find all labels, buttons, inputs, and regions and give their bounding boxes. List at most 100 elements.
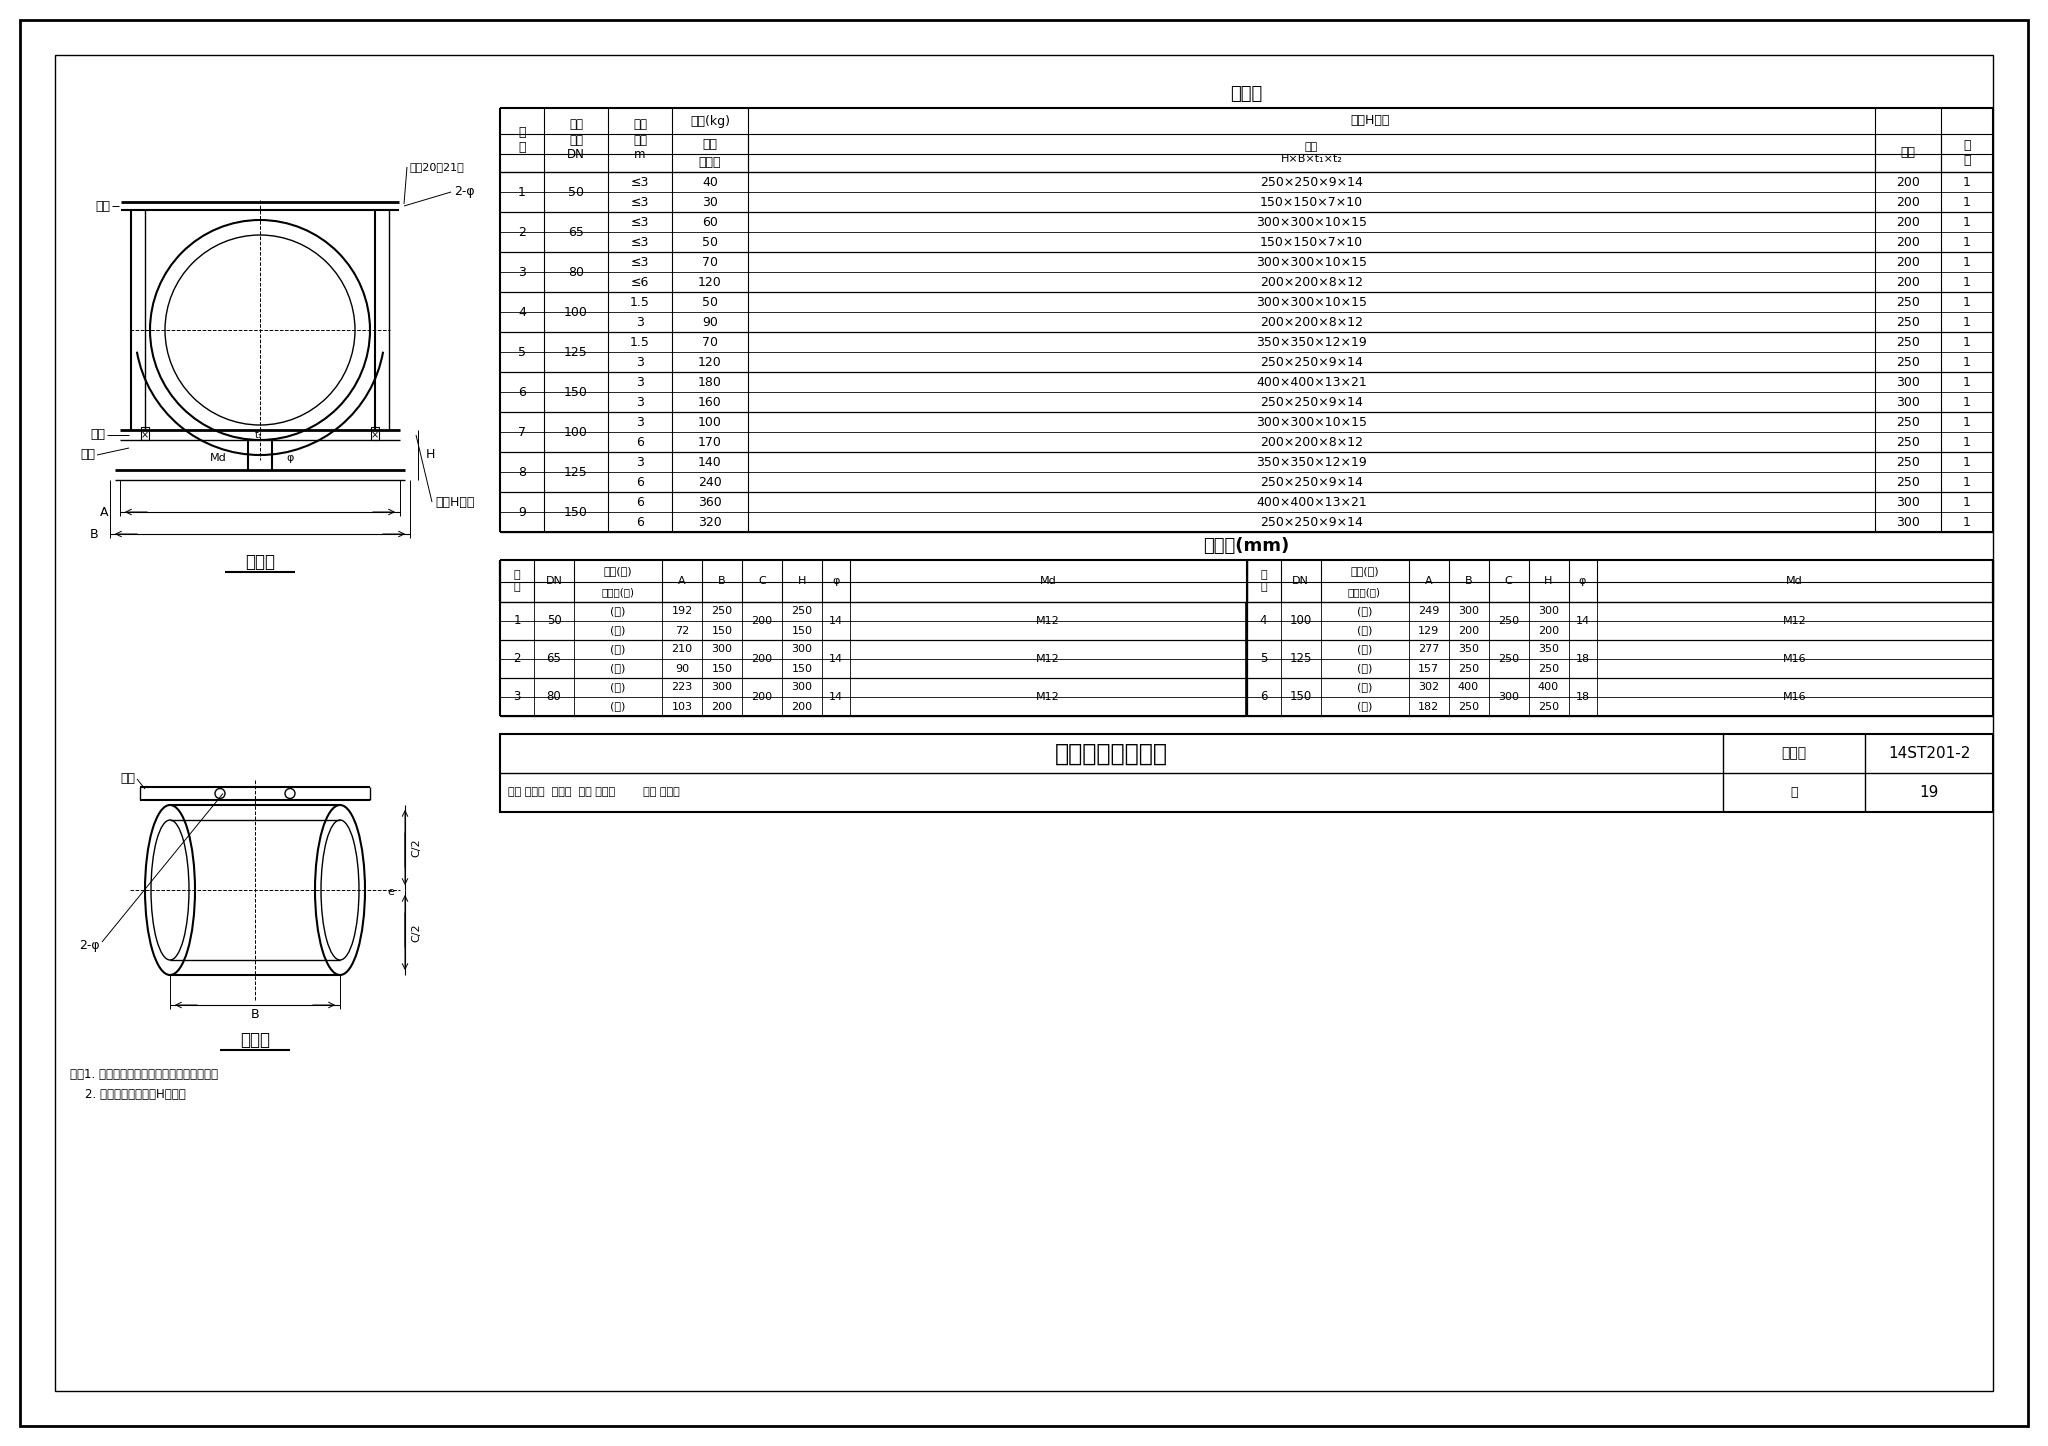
Text: 3: 3 (514, 691, 520, 704)
Text: 200×200×8×12: 200×200×8×12 (1260, 315, 1364, 328)
Text: 300×300×10×15: 300×300×10×15 (1255, 215, 1366, 228)
Text: C: C (1505, 576, 1511, 586)
Text: 250: 250 (1896, 356, 1919, 369)
Text: 3: 3 (518, 266, 526, 279)
Text: 70: 70 (702, 335, 719, 348)
Text: 5: 5 (518, 346, 526, 359)
Text: 页: 页 (1790, 787, 1798, 800)
Text: 300: 300 (1896, 496, 1919, 509)
Text: 300: 300 (1538, 606, 1559, 616)
Text: (二): (二) (610, 626, 627, 635)
Text: M12: M12 (1782, 616, 1806, 626)
Text: 螺母: 螺母 (80, 448, 94, 461)
Text: 200: 200 (1896, 195, 1919, 208)
Text: 250: 250 (1497, 654, 1520, 664)
Text: 200: 200 (752, 654, 772, 664)
Text: 图集号: 图集号 (1782, 746, 1806, 761)
Text: C/2: C/2 (412, 923, 422, 941)
Text: 1: 1 (1964, 516, 1970, 528)
Text: 50: 50 (702, 236, 719, 249)
Text: M16: M16 (1782, 693, 1806, 701)
Text: 302: 302 (1417, 683, 1440, 693)
Text: 400: 400 (1538, 683, 1559, 693)
Text: 300×300×10×15: 300×300×10×15 (1255, 256, 1366, 269)
Text: 1: 1 (1964, 415, 1970, 428)
Text: 管重(kg): 管重(kg) (690, 114, 729, 127)
Text: 规格
H×B×t₁×t₂: 规格 H×B×t₁×t₂ (1280, 142, 1341, 163)
Text: 200: 200 (711, 701, 733, 711)
Text: (二): (二) (610, 664, 627, 674)
Text: 250×250×9×14: 250×250×9×14 (1260, 476, 1362, 489)
Text: φ: φ (1579, 576, 1587, 586)
Text: 180: 180 (698, 376, 723, 389)
Text: 200: 200 (1896, 175, 1919, 188)
Text: 1: 1 (1964, 295, 1970, 308)
Text: 14: 14 (1575, 616, 1589, 626)
Text: 300: 300 (711, 683, 733, 693)
Text: 200: 200 (1538, 626, 1559, 635)
Text: 1: 1 (518, 185, 526, 198)
Text: 250: 250 (1896, 295, 1919, 308)
Text: M16: M16 (1782, 654, 1806, 664)
Text: 9: 9 (518, 506, 526, 519)
Text: H: H (799, 576, 807, 586)
Text: ≤3: ≤3 (631, 236, 649, 249)
Text: 350: 350 (1538, 645, 1559, 655)
Text: 见第20、21页: 见第20、21页 (410, 162, 463, 172)
Text: 125: 125 (563, 466, 588, 479)
Text: 300: 300 (1896, 516, 1919, 528)
Text: Md: Md (1786, 576, 1802, 586)
Text: (二): (二) (1358, 701, 1372, 711)
Text: 3: 3 (637, 396, 643, 409)
Text: 240: 240 (698, 476, 721, 489)
Text: 注：1. 选用时不符合本图条件，应另行核算。: 注：1. 选用时不符合本图条件，应另行核算。 (70, 1069, 217, 1082)
Text: 250: 250 (1896, 435, 1919, 448)
Text: 120: 120 (698, 356, 721, 369)
Text: 审核 张先群  张光群  校对 赵际顺        设计 毛林恩: 审核 张先群 张光群 校对 赵际顺 设计 毛林恩 (508, 788, 680, 798)
Text: 250: 250 (1896, 455, 1919, 469)
Text: 250: 250 (1896, 415, 1919, 428)
Text: 300: 300 (1497, 693, 1520, 701)
Text: 300×300×10×15: 300×300×10×15 (1255, 415, 1366, 428)
Text: 249: 249 (1417, 606, 1440, 616)
Text: (二): (二) (610, 701, 627, 711)
Text: 40: 40 (702, 175, 719, 188)
Text: 14: 14 (829, 693, 844, 701)
Text: 200: 200 (1896, 256, 1919, 269)
Text: H: H (426, 448, 436, 461)
Text: 50: 50 (567, 185, 584, 198)
Text: φ: φ (831, 576, 840, 586)
Text: 150: 150 (711, 626, 733, 635)
Text: 8: 8 (518, 466, 526, 479)
Text: 不保温(二): 不保温(二) (1348, 587, 1380, 597)
Text: 6: 6 (1260, 691, 1268, 704)
Text: φ: φ (287, 453, 293, 463)
Text: 3: 3 (637, 455, 643, 469)
Text: 1: 1 (1964, 276, 1970, 289)
Text: A: A (1425, 576, 1432, 586)
Text: 200: 200 (1896, 276, 1919, 289)
Text: 150×150×7×10: 150×150×7×10 (1260, 195, 1364, 208)
Bar (371, 427, 379, 440)
Text: 192: 192 (672, 606, 692, 616)
Text: 垫圈: 垫圈 (90, 428, 104, 441)
Text: 50: 50 (702, 295, 719, 308)
Text: 1: 1 (1964, 356, 1970, 369)
Text: 序
号: 序 号 (518, 126, 526, 155)
Text: 70: 70 (702, 256, 719, 269)
Text: 1: 1 (1964, 455, 1970, 469)
Text: 250×250×9×14: 250×250×9×14 (1260, 516, 1362, 528)
Text: DN: DN (1292, 576, 1309, 586)
Text: 件
数: 件 数 (1964, 139, 1970, 166)
Text: 1.5: 1.5 (631, 335, 649, 348)
Text: 250: 250 (1896, 315, 1919, 328)
Text: 6: 6 (637, 476, 643, 489)
Text: 350×350×12×19: 350×350×12×19 (1255, 455, 1366, 469)
Text: 200: 200 (1458, 626, 1479, 635)
Text: 150: 150 (563, 506, 588, 519)
Text: B: B (719, 576, 725, 586)
Text: (一): (一) (610, 645, 627, 655)
Text: 125: 125 (563, 346, 588, 359)
Text: 65: 65 (547, 652, 561, 665)
Text: 129: 129 (1417, 626, 1440, 635)
